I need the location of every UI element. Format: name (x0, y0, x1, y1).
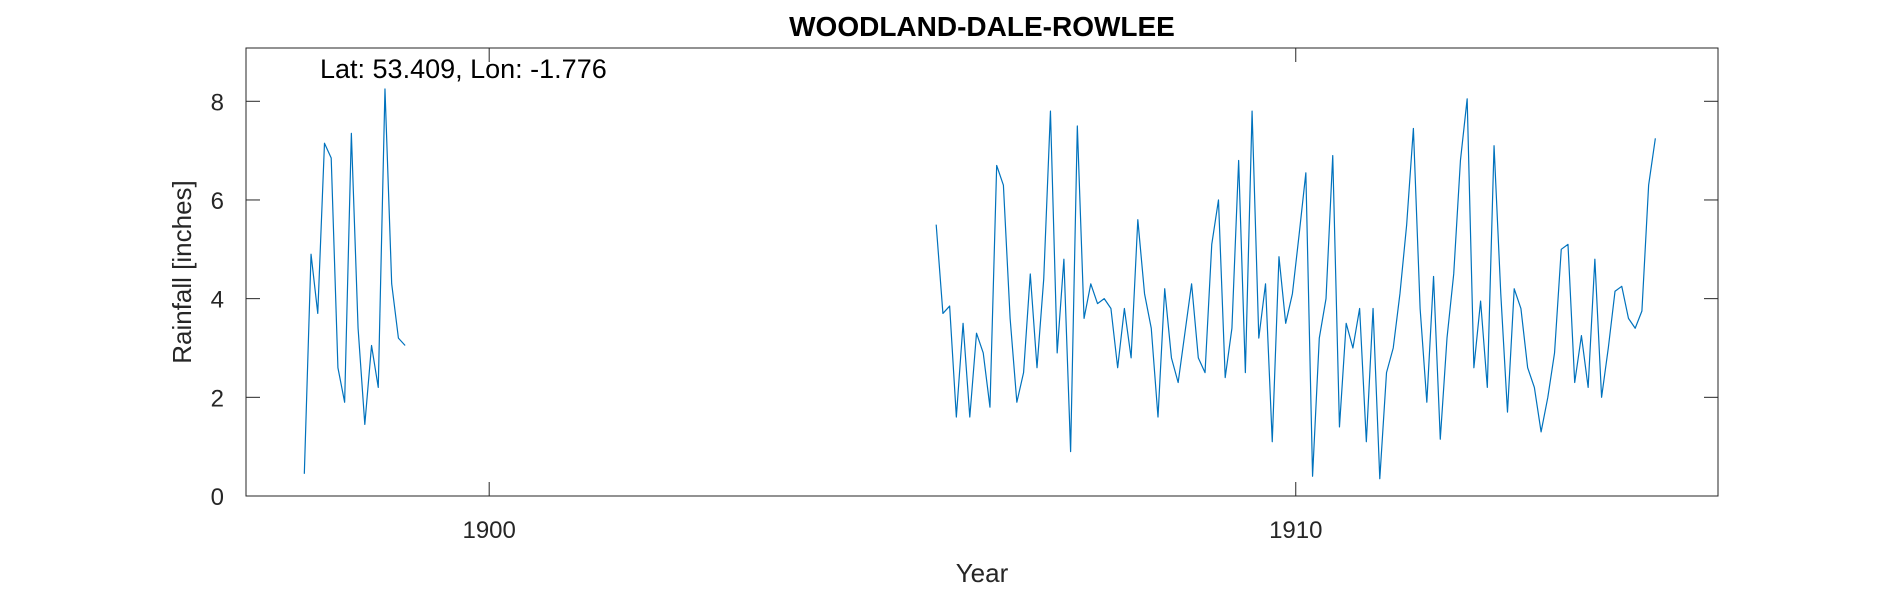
series-layer (303, 88, 1656, 480)
y-tick-label: 6 (211, 188, 224, 215)
y-axis-label: Rainfall [inches] (167, 180, 197, 364)
y-tick-label: 2 (211, 385, 224, 412)
y-tick-label: 4 (211, 287, 224, 314)
plot-box (245, 47, 1719, 497)
chart-title: WOODLAND-DALE-ROWLEE (789, 11, 1175, 42)
x-tick-label: 1910 (1269, 517, 1322, 544)
location-annotation: Lat: 53.409, Lon: -1.776 (320, 54, 607, 84)
x-ticks: 1900 1910 (462, 48, 1322, 544)
x-axis-label: Year (956, 558, 1009, 588)
y-tick-label: 0 (211, 484, 224, 511)
y-ticks: 0 2 4 6 8 (211, 89, 1718, 511)
x-tick-label: 1900 (462, 517, 515, 544)
y-tick-label: 8 (211, 89, 224, 116)
rainfall-series-line (303, 88, 406, 474)
rainfall-series-line (935, 98, 1656, 480)
